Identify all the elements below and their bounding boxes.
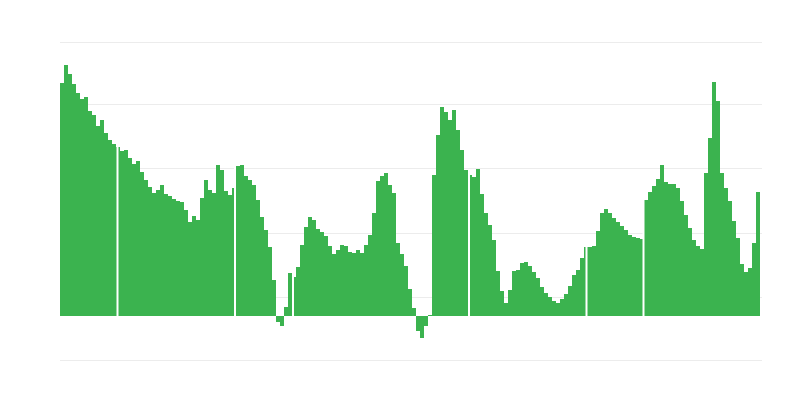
area-series	[60, 65, 760, 338]
session-separator-lines	[116, 144, 645, 316]
